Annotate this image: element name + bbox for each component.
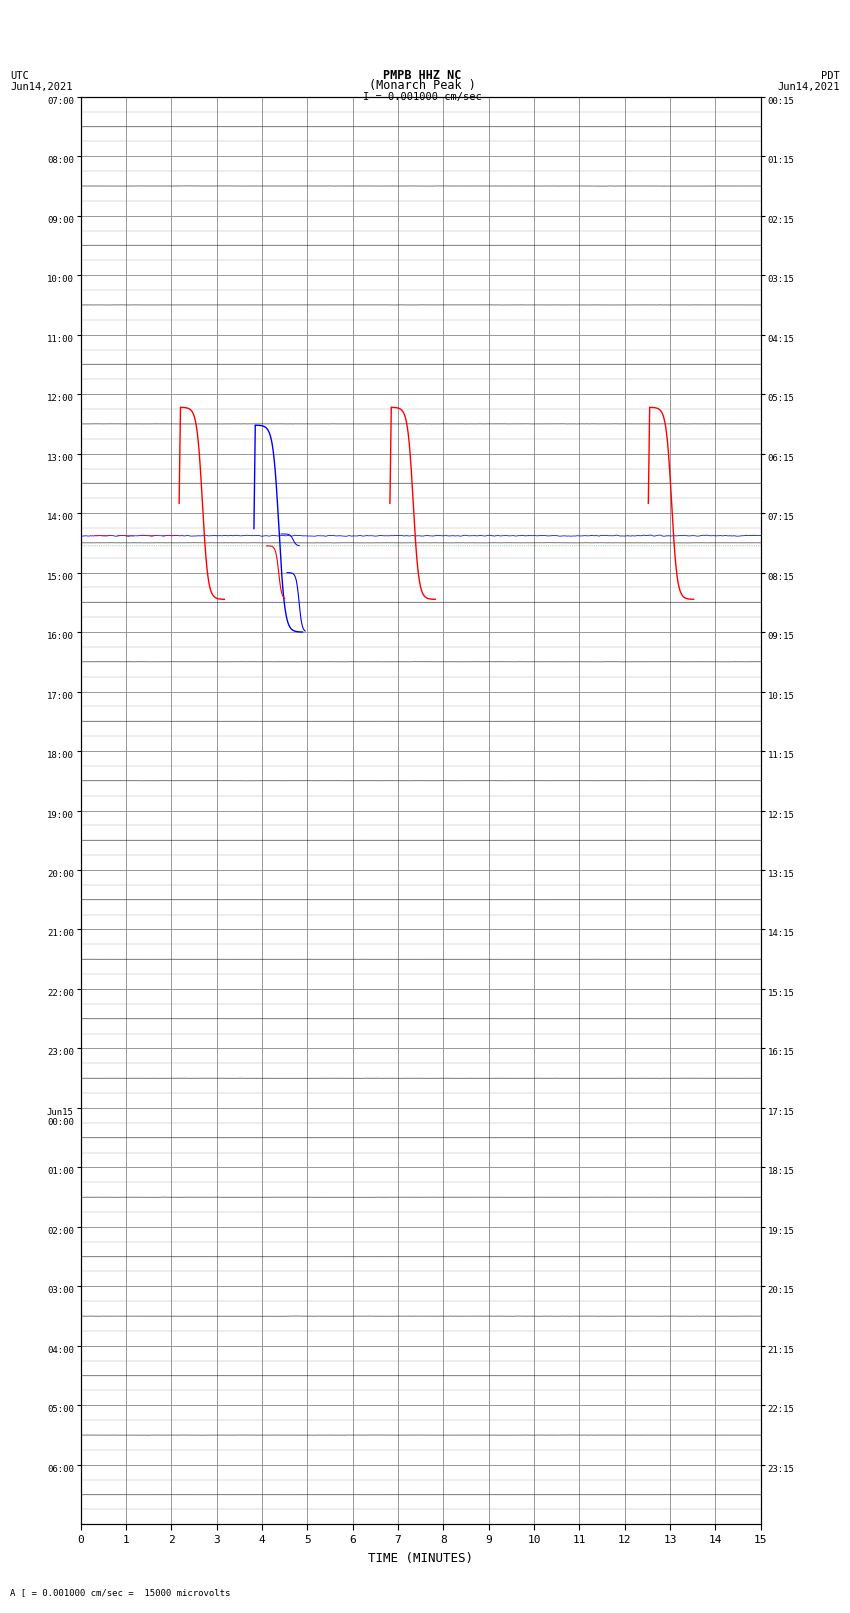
Text: UTC: UTC <box>10 71 29 81</box>
X-axis label: TIME (MINUTES): TIME (MINUTES) <box>368 1552 473 1565</box>
Text: PDT: PDT <box>821 71 840 81</box>
Text: Jun14,2021: Jun14,2021 <box>777 82 840 92</box>
Text: PMPB HHZ NC: PMPB HHZ NC <box>383 69 462 82</box>
Text: I = 0.001000 cm/sec: I = 0.001000 cm/sec <box>363 92 482 102</box>
Text: (Monarch Peak ): (Monarch Peak ) <box>369 79 476 92</box>
Text: Jun14,2021: Jun14,2021 <box>10 82 73 92</box>
Text: A [ = 0.001000 cm/sec =  15000 microvolts: A [ = 0.001000 cm/sec = 15000 microvolts <box>10 1587 230 1597</box>
